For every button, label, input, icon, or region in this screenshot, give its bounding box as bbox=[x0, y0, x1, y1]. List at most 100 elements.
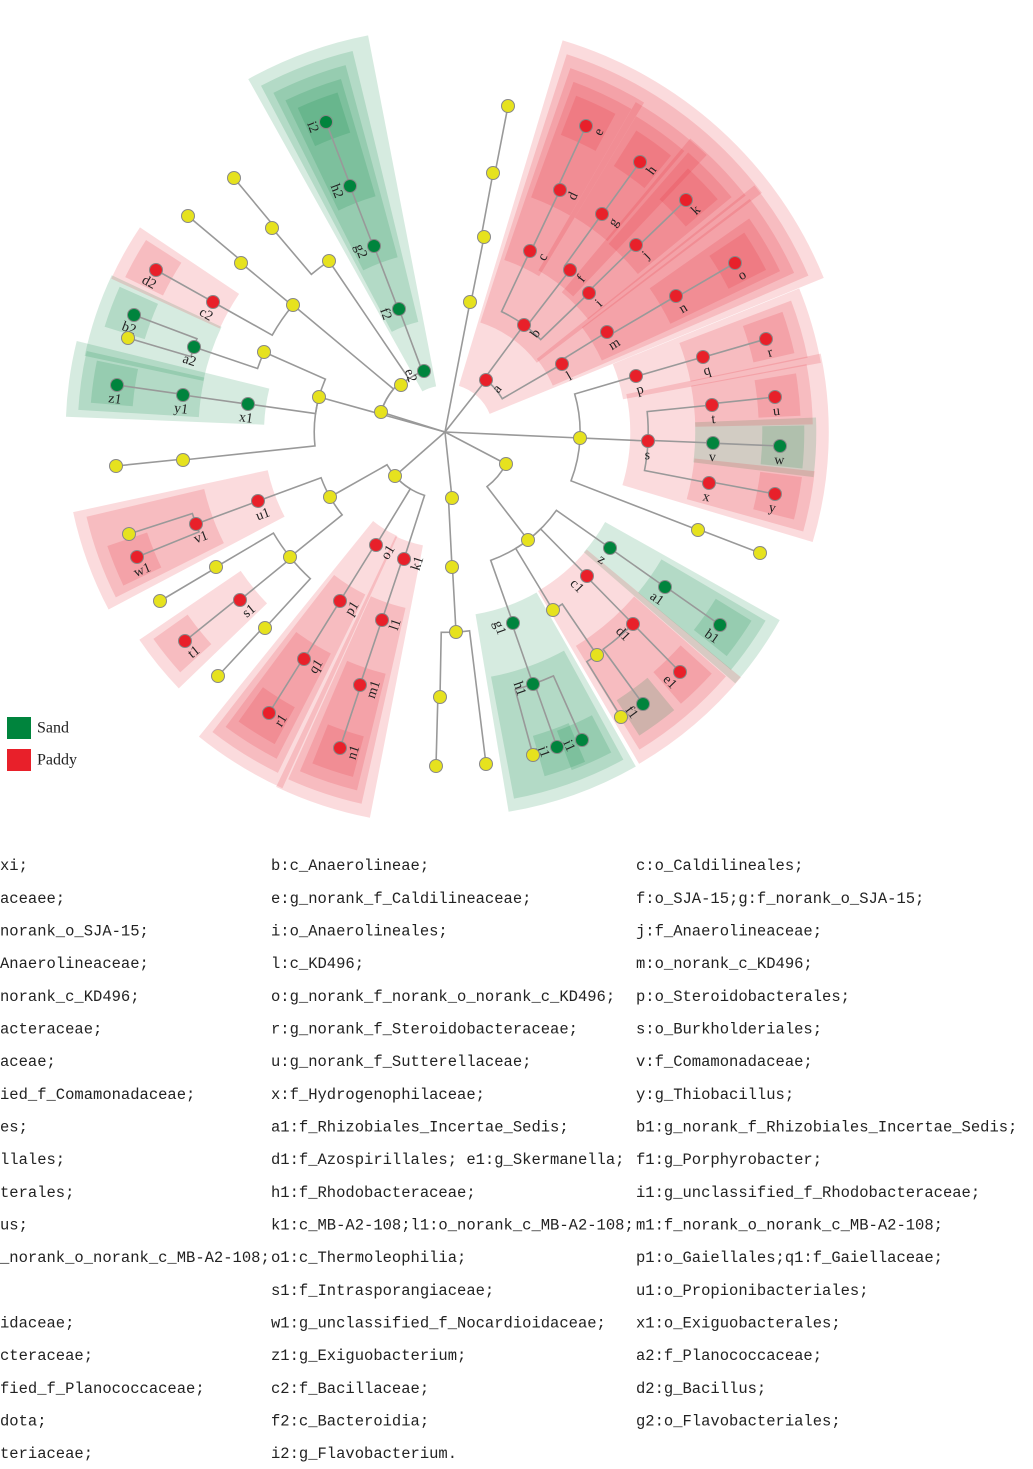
taxa-entry: x1:o_Exiguobacterales; bbox=[636, 1314, 841, 1332]
clade-node bbox=[702, 476, 716, 490]
legend-label: Paddy bbox=[37, 752, 77, 769]
tree-edge bbox=[239, 556, 293, 601]
clade-wedge bbox=[504, 68, 645, 277]
taxa-entry: u1:o_Propionibacteriales; bbox=[636, 1282, 869, 1300]
clade-node bbox=[241, 397, 255, 411]
taxa-entry: p1:o_Gaiellales;q1:f_Gaiellaceae; bbox=[636, 1249, 943, 1267]
tree-edge bbox=[444, 431, 453, 499]
clade-node bbox=[149, 263, 163, 277]
tree-edge bbox=[480, 172, 494, 238]
clade-node bbox=[523, 244, 537, 258]
taxa-entry: us; bbox=[0, 1216, 28, 1234]
clade-wedge bbox=[691, 364, 813, 427]
clade-node bbox=[110, 378, 124, 392]
clade-wedge bbox=[475, 592, 636, 812]
clade-node bbox=[603, 541, 617, 555]
clade-node bbox=[595, 207, 609, 221]
taxon-node bbox=[258, 621, 272, 635]
taxa-entry: w1:g_unclassified_f_Nocardioidaceae; bbox=[271, 1314, 606, 1332]
clade-node bbox=[679, 193, 693, 207]
clade-node bbox=[759, 332, 773, 346]
clade-node bbox=[343, 179, 357, 193]
taxa-entry: s1:f_Intrasporangiaceae; bbox=[271, 1282, 494, 1300]
clade-node bbox=[262, 706, 276, 720]
taxon-node bbox=[486, 166, 500, 180]
clade-label: x1 bbox=[238, 410, 254, 427]
clade-node bbox=[641, 434, 655, 448]
taxon-node bbox=[227, 171, 241, 185]
clade-label: n1 bbox=[345, 744, 364, 762]
tree-edge bbox=[451, 566, 457, 633]
tree-edge bbox=[444, 379, 487, 433]
clade-wedge bbox=[458, 40, 824, 414]
tree-edge bbox=[115, 458, 184, 467]
taxa-entry: o1:c_Thermoleophilia; bbox=[271, 1249, 466, 1267]
taxa-entry: a1:f_Rhizobiales_Incertae_Sedis; bbox=[271, 1118, 569, 1136]
taxon-node bbox=[283, 550, 297, 564]
clade-wedge bbox=[86, 488, 224, 598]
clade-label: i2 bbox=[303, 120, 321, 136]
taxon-node bbox=[477, 230, 491, 244]
clade-node bbox=[626, 617, 640, 631]
taxa-entry: i2:g_Flavobacterium. bbox=[271, 1445, 457, 1463]
clade-wedge bbox=[84, 275, 222, 381]
taxa-entry: d2:g_Bacillus; bbox=[636, 1380, 766, 1398]
taxa-entry: d1:f_Azospirillales; e1:g_Skermanella; bbox=[271, 1151, 624, 1169]
clade-node bbox=[575, 733, 589, 747]
clade-wedge bbox=[212, 575, 366, 773]
taxa-entry: b1:g_norank_f_Rhizobiales_Incertae_Sedis… bbox=[636, 1118, 1017, 1136]
clade-label: h2 bbox=[327, 182, 346, 200]
clade-node bbox=[728, 256, 742, 270]
clade-wedge bbox=[612, 288, 821, 400]
clade-label: u bbox=[772, 404, 781, 420]
taxa-list: xi; aceaee; norank_o_SJA-15; Anaerolineacea… bbox=[0, 857, 1017, 1463]
tree-edge bbox=[329, 463, 396, 498]
tree-edge bbox=[187, 215, 244, 264]
tree-edge bbox=[697, 528, 761, 554]
clade-label: s bbox=[644, 448, 650, 463]
clade-node bbox=[768, 487, 782, 501]
tree-edge bbox=[240, 262, 294, 307]
clade-wedge bbox=[531, 81, 632, 216]
taxon-node bbox=[463, 295, 477, 309]
taxon-node bbox=[433, 690, 447, 704]
clade-label: m1 bbox=[364, 679, 384, 701]
taxa-entry: idaceae; bbox=[0, 1314, 74, 1332]
clade-node bbox=[479, 373, 493, 387]
tree-edge bbox=[485, 463, 529, 541]
clade-node bbox=[579, 119, 593, 133]
clade-node bbox=[297, 652, 311, 666]
taxa-entry: llales; bbox=[0, 1151, 65, 1169]
taxa-entry: a2:f_Planococcaceae; bbox=[636, 1347, 822, 1365]
clade-node bbox=[582, 286, 596, 300]
clade-wedge bbox=[538, 549, 741, 764]
clade-label: g2 bbox=[351, 242, 370, 260]
clade-wedge bbox=[273, 65, 398, 271]
taxa-entry: c2:f_Bacillaceae; bbox=[271, 1380, 429, 1398]
taxa-entry: f2:c_Bacteroidia; bbox=[271, 1412, 429, 1430]
clade-label: c2 bbox=[196, 305, 215, 325]
taxon-node bbox=[312, 390, 326, 404]
taxa-entry: g2:o_Flavobacteriales; bbox=[636, 1412, 841, 1430]
taxon-node bbox=[209, 560, 223, 574]
tree-edge bbox=[444, 431, 581, 439]
taxon-node bbox=[122, 527, 136, 541]
taxon-node bbox=[176, 453, 190, 467]
clade-wedge bbox=[583, 521, 780, 684]
tree-edge bbox=[444, 301, 471, 433]
clade-node bbox=[189, 517, 203, 531]
clade-node bbox=[629, 238, 643, 252]
clade-node bbox=[251, 494, 265, 508]
clade-node bbox=[553, 183, 567, 197]
taxa-entry: teriaceae; bbox=[0, 1445, 93, 1463]
taxa-entry: aceaee; bbox=[0, 890, 65, 908]
clade-wedge bbox=[248, 35, 437, 392]
clade-node bbox=[526, 677, 540, 691]
clade-wedge bbox=[538, 102, 707, 297]
tree-edge bbox=[435, 696, 441, 767]
clade-node bbox=[696, 350, 710, 364]
taxon-node bbox=[322, 254, 336, 268]
taxon-node bbox=[445, 560, 459, 574]
taxa-entry: Anaerolineaceae; bbox=[0, 955, 149, 973]
